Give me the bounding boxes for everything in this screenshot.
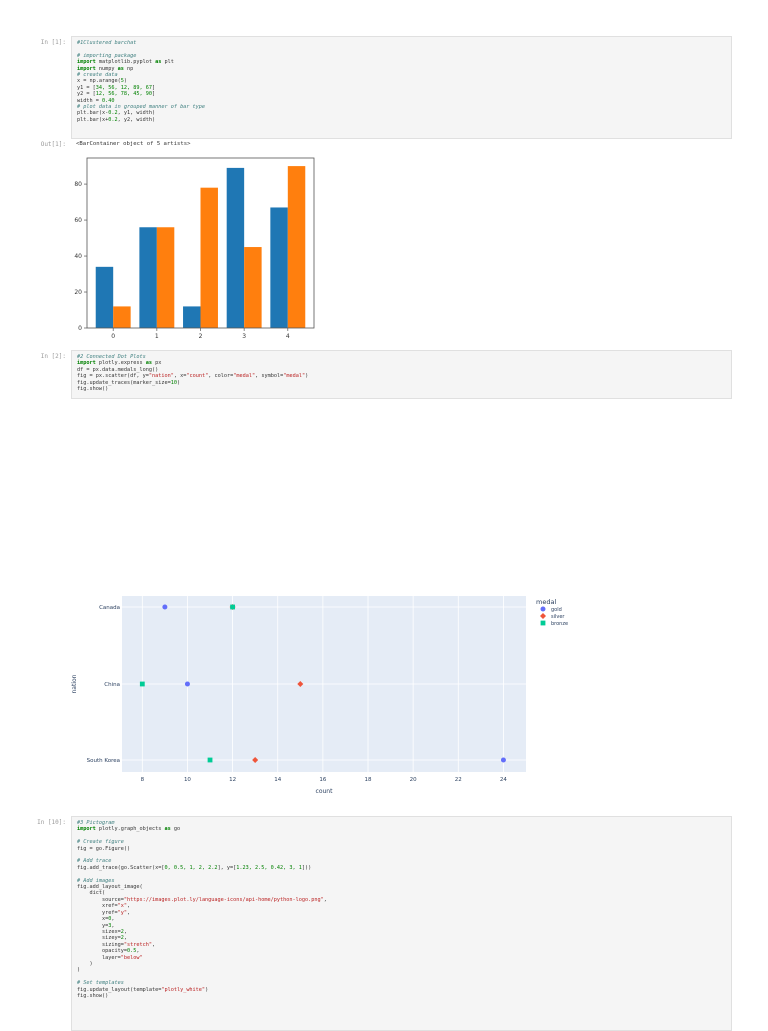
point-bronze[interactable] [139, 681, 145, 687]
bar-y1-2 [183, 306, 201, 328]
cell-1-prompt: In [1]: [40, 39, 66, 46]
code-cell-3-source[interactable]: #3 Pictogram import plotly.graph_objects… [77, 820, 327, 999]
y-axis-title: nation [71, 674, 78, 693]
x-tick-label: 3 [242, 333, 246, 340]
point-bronze[interactable] [207, 757, 213, 763]
y-tick-label: 0 [78, 325, 82, 332]
y-tick-label: 80 [74, 181, 82, 188]
svg-text:gold: gold [551, 607, 562, 613]
x-tick-label: 22 [455, 777, 462, 783]
legend-item-bronze[interactable]: bronze [540, 620, 568, 627]
legend-title: medal [536, 598, 556, 606]
x-axis-title: count [316, 788, 334, 795]
x-tick-label: 14 [274, 777, 281, 783]
code-cell-1-source[interactable]: #1Clustered barchat # importing package … [77, 40, 206, 123]
x-tick-label: 18 [365, 777, 372, 783]
x-tick-label: 2 [199, 333, 203, 340]
x-tick-label: 24 [500, 777, 507, 783]
silver-legend-icon[interactable] [540, 613, 546, 619]
point-gold[interactable] [162, 604, 168, 610]
x-tick-label: 10 [184, 777, 191, 783]
gold-legend-icon[interactable] [540, 606, 546, 612]
code-cell-3[interactable]: #3 Pictogram import plotly.graph_objects… [71, 816, 732, 1031]
bar-y2-0 [113, 306, 131, 328]
y-tick-label: 60 [74, 217, 82, 224]
svg-text:silver: silver [551, 614, 565, 620]
output-1-text: <BarContainer object of 5 artists> [76, 141, 191, 147]
bar-y2-2 [200, 187, 218, 328]
output-1-prompt: Out[1]: [40, 141, 66, 148]
clustered-bar-chart: 0 20 40 60 80 0 1 2 3 4 [74, 157, 315, 340]
medal-dot-plot: 8 10 12 14 16 18 20 22 24 Canada China South Korea c… [71, 596, 568, 795]
code-cell-2-source[interactable]: #2 Connected Dot Plots import plotly.exp… [77, 354, 309, 393]
bar-y2-3 [244, 247, 262, 328]
x-tick-label: 0 [111, 333, 115, 340]
y-tick-label: Canada [99, 605, 120, 611]
bar-y2-1 [156, 227, 175, 328]
x-tick-label: 1 [155, 333, 159, 340]
bar-y1-4 [270, 207, 288, 328]
cell-2-prompt: In [2]: [40, 353, 66, 360]
code-cell-1[interactable]: #1Clustered barchat # importing package … [71, 36, 732, 139]
x-tick-label: 8 [141, 777, 145, 783]
x-tick-label: 20 [410, 777, 417, 783]
code-cell-2[interactable]: #2 Connected Dot Plots import plotly.exp… [71, 350, 732, 399]
point-bronze[interactable] [230, 604, 235, 610]
y-tick-label: China [104, 682, 120, 688]
y-tick-label: 20 [74, 289, 82, 296]
y-tick-label: 40 [74, 253, 82, 260]
svg-text:bronze: bronze [551, 621, 568, 627]
y-tick-label: South Korea [87, 758, 120, 764]
x-tick-label: 16 [319, 777, 326, 783]
x-tick-label: 4 [286, 333, 290, 340]
bar-y1-1 [139, 227, 157, 328]
point-gold[interactable] [184, 681, 190, 687]
bar-y2-4 [287, 166, 306, 328]
point-gold[interactable] [500, 757, 506, 763]
point-silver[interactable] [252, 757, 259, 763]
cell-3-prompt: In [10]: [37, 819, 66, 826]
bar-y1-3 [226, 167, 245, 328]
bronze-legend-icon[interactable] [540, 620, 546, 626]
x-tick-label: 12 [229, 777, 236, 783]
point-silver[interactable] [297, 681, 304, 687]
legend-item-gold[interactable]: gold [540, 606, 562, 614]
bar-y1-0 [95, 266, 114, 328]
legend-item-silver[interactable]: silver [540, 613, 565, 620]
